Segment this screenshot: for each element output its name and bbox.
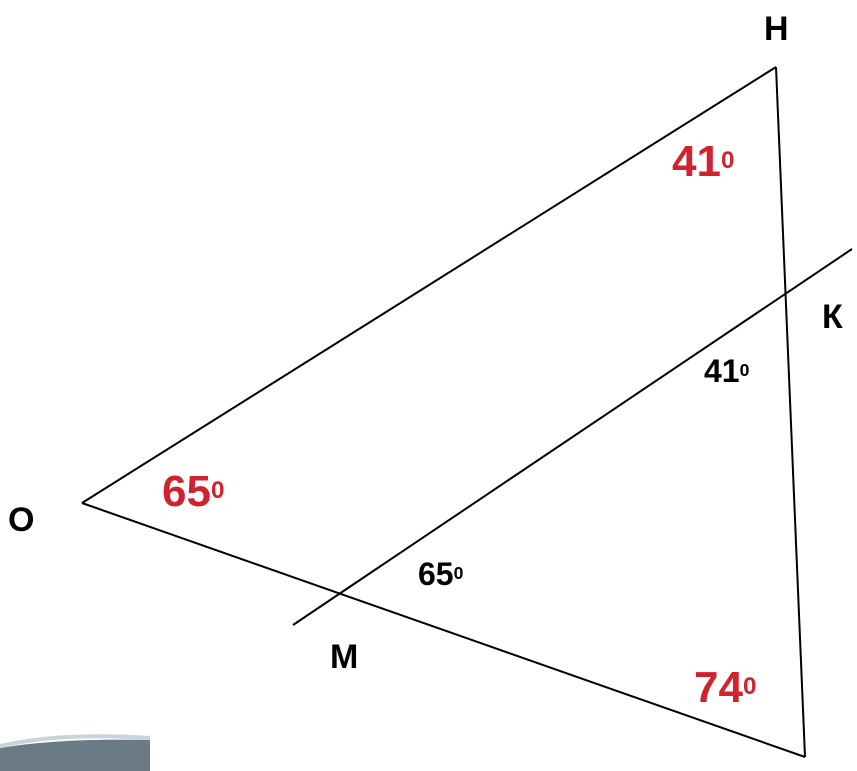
angle-bottom-degree: 0 — [742, 672, 757, 700]
angle-label-o: 650 — [162, 470, 224, 514]
side-OH — [81, 66, 777, 504]
angle-h-degree: 0 — [720, 146, 735, 174]
vertex-label-h: Н — [764, 10, 789, 48]
vertex-label-o: О — [8, 501, 35, 539]
angle-k-value: 41 — [704, 353, 740, 389]
angle-o-value: 65 — [162, 467, 211, 516]
angle-o-degree: 0 — [210, 476, 225, 504]
side-OP — [81, 502, 806, 758]
side-HP — [775, 66, 806, 758]
angle-m-value: 65 — [418, 556, 454, 592]
angle-label-bottom: 740 — [694, 666, 756, 710]
angle-label-h: 410 — [672, 140, 734, 184]
angle-m-degree: 0 — [453, 562, 464, 583]
angle-h-value: 41 — [672, 137, 721, 186]
line-MK — [292, 248, 853, 626]
slide-corner-decoration — [0, 734, 151, 771]
angle-label-k: 410 — [704, 355, 749, 387]
angle-label-m: 650 — [418, 558, 463, 590]
vertex-label-m: М — [330, 638, 359, 676]
angle-k-degree: 0 — [739, 359, 750, 380]
angle-bottom-value: 74 — [694, 663, 743, 712]
vertex-label-k: К — [822, 298, 843, 336]
